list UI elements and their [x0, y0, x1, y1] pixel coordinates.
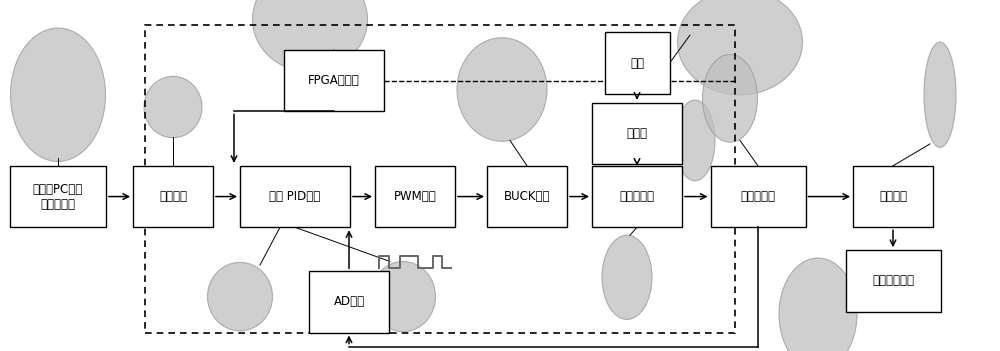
FancyBboxPatch shape	[284, 50, 384, 112]
Text: 模糊 PID控制: 模糊 PID控制	[269, 190, 321, 203]
FancyBboxPatch shape	[592, 166, 682, 227]
Text: PWM调节: PWM调节	[394, 190, 436, 203]
Ellipse shape	[779, 258, 857, 351]
Text: 打印料筒: 打印料筒	[879, 190, 907, 203]
Text: 电气比例阀: 电气比例阀	[620, 190, 654, 203]
Ellipse shape	[702, 54, 758, 142]
Text: BUCK电路: BUCK电路	[504, 190, 550, 203]
Ellipse shape	[675, 100, 715, 181]
Ellipse shape	[208, 263, 272, 331]
Ellipse shape	[252, 0, 368, 72]
FancyBboxPatch shape	[487, 166, 567, 227]
FancyBboxPatch shape	[710, 166, 806, 227]
Text: 串口接收: 串口接收	[159, 190, 187, 203]
Text: 混合管及嘴头: 混合管及嘴头	[872, 274, 914, 287]
FancyBboxPatch shape	[309, 271, 389, 333]
Ellipse shape	[370, 261, 436, 332]
FancyBboxPatch shape	[10, 166, 106, 227]
FancyBboxPatch shape	[240, 166, 350, 227]
Ellipse shape	[678, 0, 802, 95]
FancyBboxPatch shape	[846, 250, 940, 312]
Ellipse shape	[144, 77, 202, 138]
Text: 气泵: 气泵	[630, 57, 644, 70]
FancyBboxPatch shape	[853, 166, 933, 227]
Text: 气压传感器: 气压传感器	[740, 190, 776, 203]
Text: 减压阀: 减压阀	[626, 127, 648, 140]
Text: 上位机PC（设
定气压値）: 上位机PC（设 定气压値）	[33, 183, 83, 211]
Ellipse shape	[602, 235, 652, 319]
Ellipse shape	[10, 28, 106, 161]
Text: FPGA控制板: FPGA控制板	[308, 74, 360, 87]
FancyBboxPatch shape	[133, 166, 213, 227]
FancyBboxPatch shape	[592, 102, 682, 164]
FancyBboxPatch shape	[604, 33, 670, 94]
Ellipse shape	[457, 38, 547, 141]
Text: AD转换: AD转换	[333, 295, 365, 309]
FancyBboxPatch shape	[375, 166, 455, 227]
Ellipse shape	[924, 42, 956, 147]
